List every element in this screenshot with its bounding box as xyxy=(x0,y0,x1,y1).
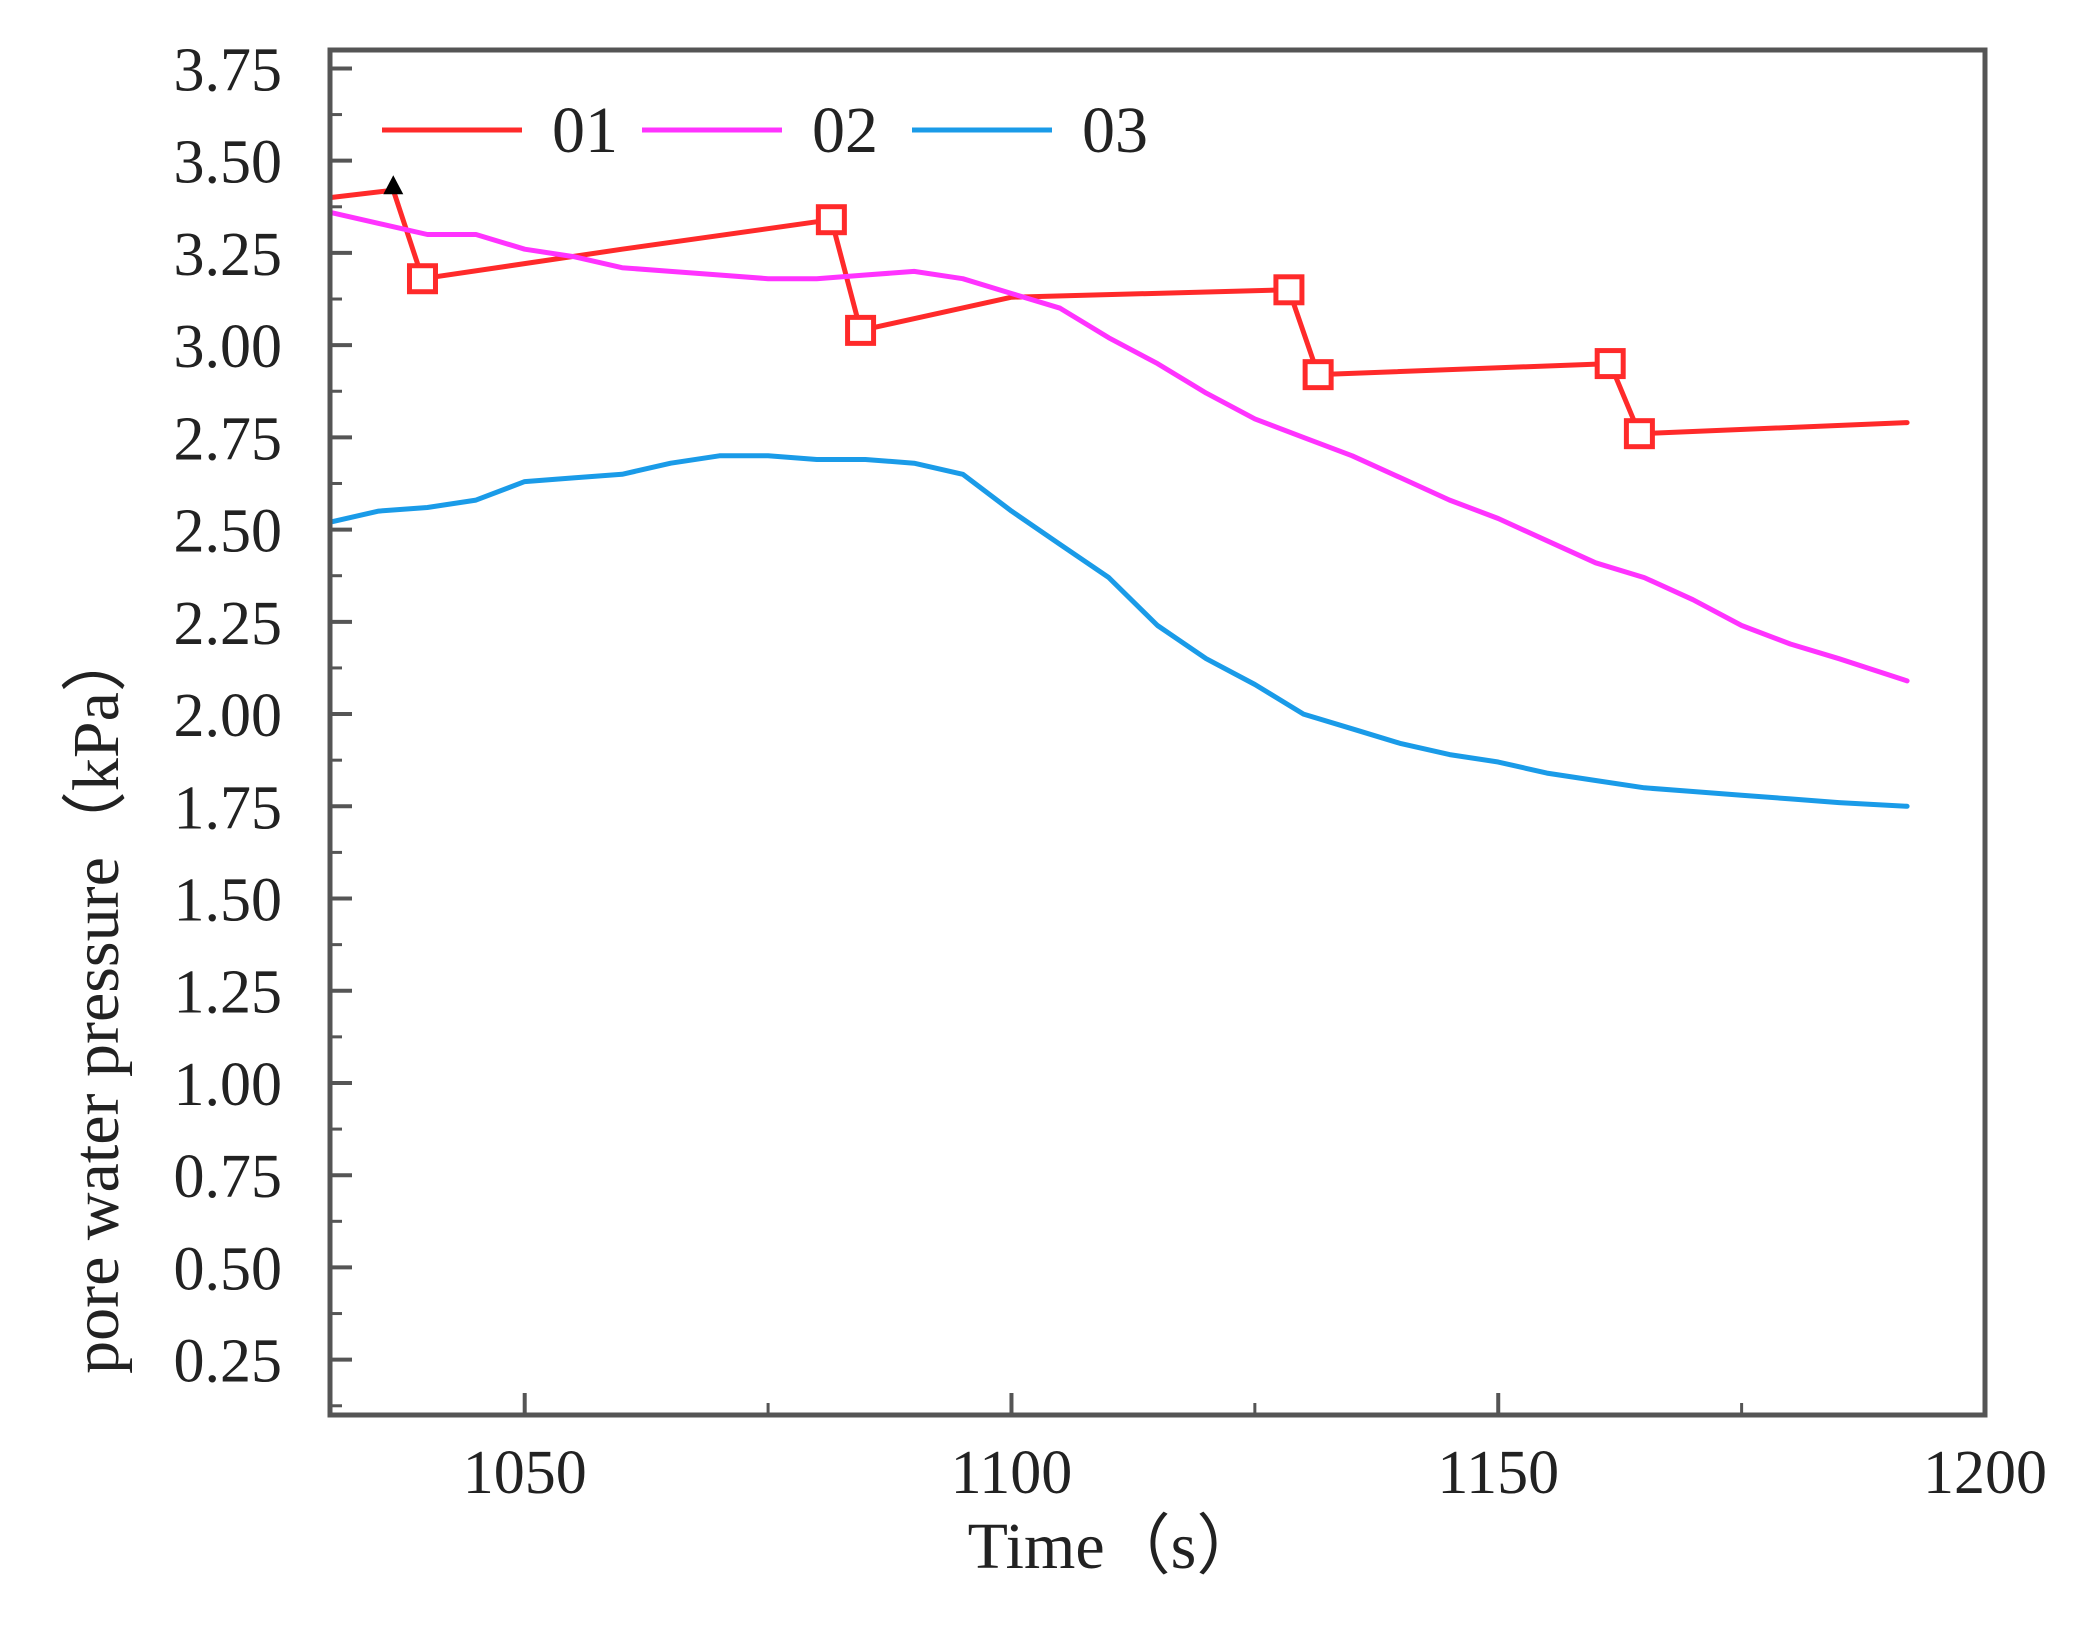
series-line-03 xyxy=(327,453,1910,809)
data-point-01 xyxy=(406,263,438,295)
series-layer xyxy=(327,175,1910,809)
y-tick-label: 1.50 xyxy=(174,867,283,935)
y-tick-label: 1.00 xyxy=(174,1051,283,1119)
x-tick-label: 1100 xyxy=(951,1439,1073,1507)
x-tick-label: 1200 xyxy=(1923,1439,2047,1507)
data-point-01 xyxy=(1594,348,1626,380)
y-tick-label: 1.25 xyxy=(174,959,283,1027)
legend-label-02: 02 xyxy=(812,94,878,167)
y-tick-label: 2.25 xyxy=(174,590,283,658)
y-tick-label: 3.50 xyxy=(174,129,283,197)
y-tick-label: 0.75 xyxy=(174,1143,283,1211)
data-point-01 xyxy=(1273,274,1305,306)
y-tick-label: 2.50 xyxy=(174,498,283,566)
y-tick-label: 3.75 xyxy=(174,36,283,104)
plot-area-frame xyxy=(327,47,1988,1418)
x-tick-label: 1150 xyxy=(1437,1439,1559,1507)
series-line-02 xyxy=(327,209,1910,684)
y-tick-label: 2.00 xyxy=(174,682,283,750)
data-point-01 xyxy=(815,204,847,236)
y-tick-label: 1.75 xyxy=(174,774,283,842)
data-point-01 xyxy=(1302,359,1334,391)
y-tick-label: 2.75 xyxy=(174,405,283,473)
legend-label-01: 01 xyxy=(552,94,618,167)
legend: 01 02 03 xyxy=(382,94,1148,167)
axes-layer: 0.25 0.50 0.75 1.00 1.25 1.50 1.75 2.00 2.25 2.50… xyxy=(174,36,2048,1507)
y-tick-label: 0.25 xyxy=(174,1328,283,1396)
legend-label-03: 03 xyxy=(1082,94,1148,167)
data-point-01 xyxy=(1623,418,1655,450)
triangle-marker xyxy=(383,175,404,195)
y-tick-label: 3.00 xyxy=(174,313,283,381)
x-tick-label: 1050 xyxy=(463,1439,587,1507)
y-axis-label: pore water pressure（kPa） xyxy=(60,626,133,1374)
x-axis-label: Time（s） xyxy=(968,1510,1263,1583)
y-tick-label: 0.50 xyxy=(174,1235,283,1303)
y-tick-label: 3.25 xyxy=(174,221,283,289)
data-point-01 xyxy=(845,314,877,346)
